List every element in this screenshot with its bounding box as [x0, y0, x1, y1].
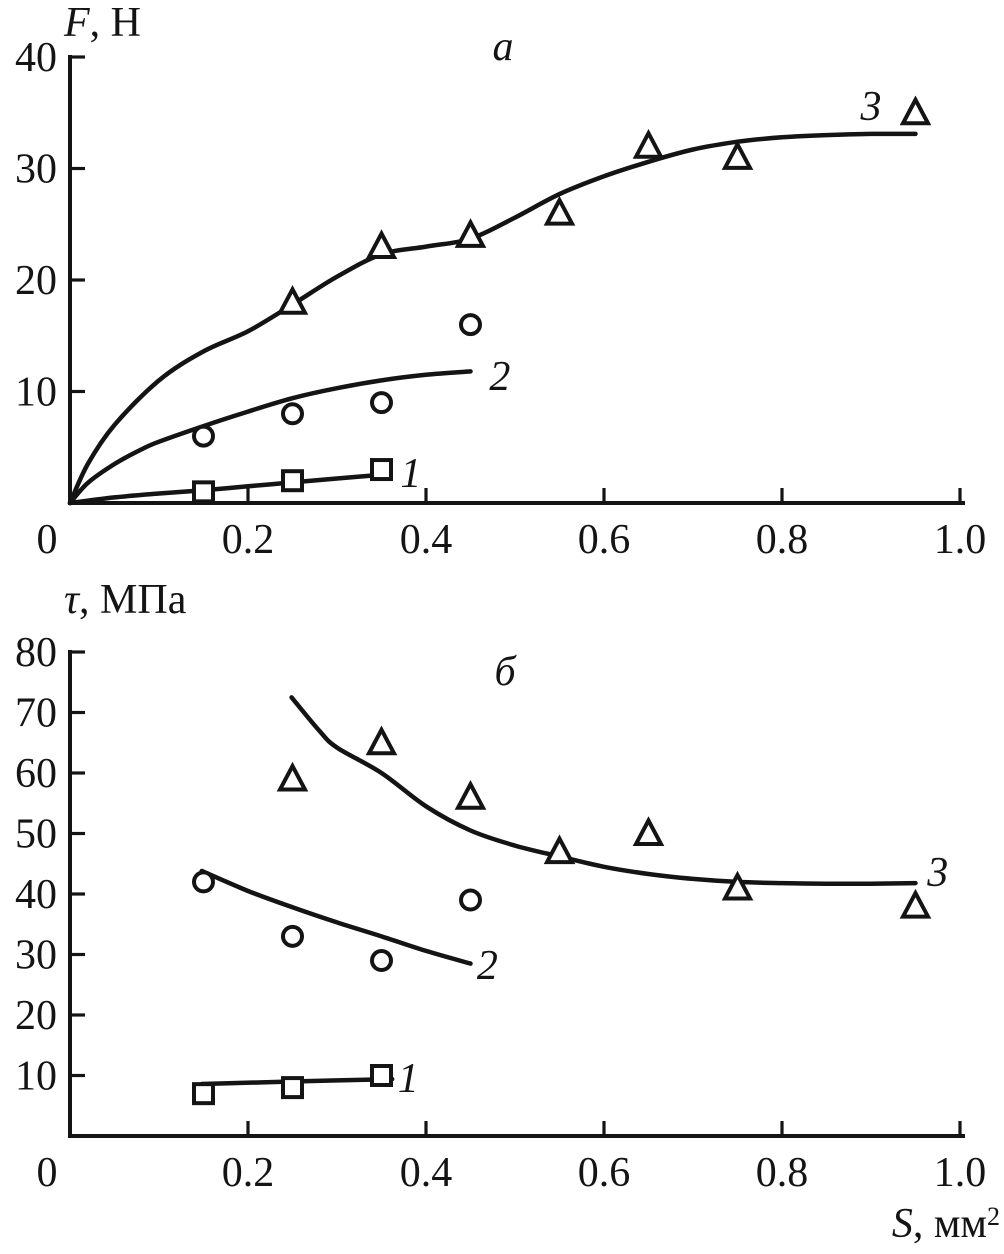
- panel-b-y-tick-label: 80: [15, 630, 57, 676]
- panel-b-y-tick-label: 20: [15, 993, 57, 1039]
- marker-triangle-series-3: [276, 285, 309, 315]
- panel-b-x-tick-label: 0.8: [756, 1150, 809, 1196]
- marker-triangle-series-3: [365, 229, 398, 260]
- y-axis-variable-a: F: [64, 0, 90, 46]
- marker-square-series-1: [192, 1082, 215, 1106]
- panel-b-y-tick-label: 30: [15, 933, 57, 979]
- marker-circle-series-2: [192, 424, 215, 448]
- marker-triangle-series-3: [721, 870, 754, 901]
- x-axis-unit: , мм: [912, 1201, 987, 1247]
- panel-a-x-tick-label: 0.4: [400, 517, 453, 563]
- panel-b-fit-curve-series-2: [199, 868, 473, 966]
- panel-b-y-tick-label: 70: [15, 691, 57, 737]
- marker-square-series-1: [370, 1064, 393, 1087]
- marker-circle-series-2: [459, 888, 482, 912]
- panel-b-y-tick-label: 60: [15, 751, 57, 797]
- marker-square-series-1: [281, 1076, 304, 1100]
- panel-a-y-tick-label: 40: [15, 35, 57, 81]
- panel-a-y-tick-label: 20: [15, 258, 57, 304]
- panel-a-series-label-3: 3: [860, 84, 882, 130]
- panel-b-label: б: [494, 649, 516, 695]
- panel-b-y-tick-label: 10: [15, 1054, 57, 1100]
- panel-b-y-tick-label: 50: [15, 812, 57, 858]
- marker-square-series-1: [281, 469, 304, 493]
- panel-b-origin-label: 0: [37, 1150, 58, 1196]
- marker-triangle-series-3: [632, 816, 665, 846]
- panel-a-fit-curve-series-3: [67, 131, 918, 506]
- marker-circle-series-2: [281, 924, 304, 948]
- panel-b-x-tick-label: 0.4: [400, 1150, 453, 1196]
- marker-circle-series-2: [281, 402, 304, 426]
- panel-a-origin-label: 0: [37, 517, 58, 563]
- panel-a-y-tick-label: 30: [15, 147, 57, 193]
- x-axis-unit-exponent: 2: [987, 1202, 1000, 1231]
- marker-circle-series-2: [192, 870, 215, 894]
- panel-b-series-label-1: 1: [398, 1056, 419, 1102]
- marker-triangle-series-3: [899, 95, 932, 126]
- y-axis-title-panel-b: τ, МПа: [64, 579, 186, 621]
- marker-circle-series-2: [370, 949, 393, 973]
- marker-triangle-series-3: [632, 128, 665, 159]
- panel-b-x-tick-label: 0.6: [578, 1150, 631, 1196]
- panel-a-series-label-2: 2: [489, 354, 510, 400]
- panel-a-x-tick-label: 1.0: [934, 517, 987, 563]
- marker-triangle-series-3: [276, 761, 309, 792]
- marker-triangle-series-3: [721, 140, 754, 170]
- panel-a-x-tick-label: 0.6: [578, 517, 631, 563]
- panel-a-y-tick-label: 10: [15, 370, 57, 416]
- marker-triangle-series-3: [454, 779, 487, 810]
- marker-triangle-series-3: [543, 195, 576, 226]
- y-axis-title-panel-a: F, Н: [64, 2, 141, 44]
- panel-a-series-label-1: 1: [400, 451, 421, 497]
- panel-a-x-tick-label: 0.8: [756, 517, 809, 563]
- y-axis-unit-b: , МПа: [79, 577, 187, 623]
- y-axis-variable-b: τ: [64, 577, 80, 623]
- panel-b-x-tick-label: 0.2: [222, 1150, 275, 1196]
- marker-triangle-series-3: [365, 725, 398, 756]
- marker-square-series-1: [370, 458, 393, 482]
- panel-b-y-tick-label: 40: [15, 872, 57, 918]
- panel-a-label: а: [492, 24, 514, 70]
- panel-b-fit-curve-series-3: [289, 695, 918, 887]
- panel-a-fit-curve-series-1: [67, 471, 393, 506]
- panel-a-fit-curve-series-2: [67, 369, 473, 506]
- x-axis-variable: S: [891, 1201, 913, 1247]
- marker-triangle-series-3: [543, 834, 576, 865]
- marker-circle-series-2: [459, 313, 482, 337]
- marker-square-series-1: [192, 480, 215, 504]
- panel-b-series-label-3: 3: [926, 850, 948, 896]
- marker-triangle-series-3: [454, 218, 487, 248]
- x-axis-title: S, мм2: [892, 1203, 1000, 1245]
- marker-triangle-series-3: [899, 888, 932, 919]
- marker-circle-series-2: [370, 391, 393, 415]
- panel-a-x-tick-label: 0.2: [222, 517, 275, 563]
- y-axis-unit-a: , Н: [89, 0, 141, 46]
- panel-b-axes: [68, 650, 965, 1138]
- panel-b-x-tick-label: 1.0: [934, 1150, 987, 1196]
- panel-b-series-label-2: 2: [477, 943, 498, 989]
